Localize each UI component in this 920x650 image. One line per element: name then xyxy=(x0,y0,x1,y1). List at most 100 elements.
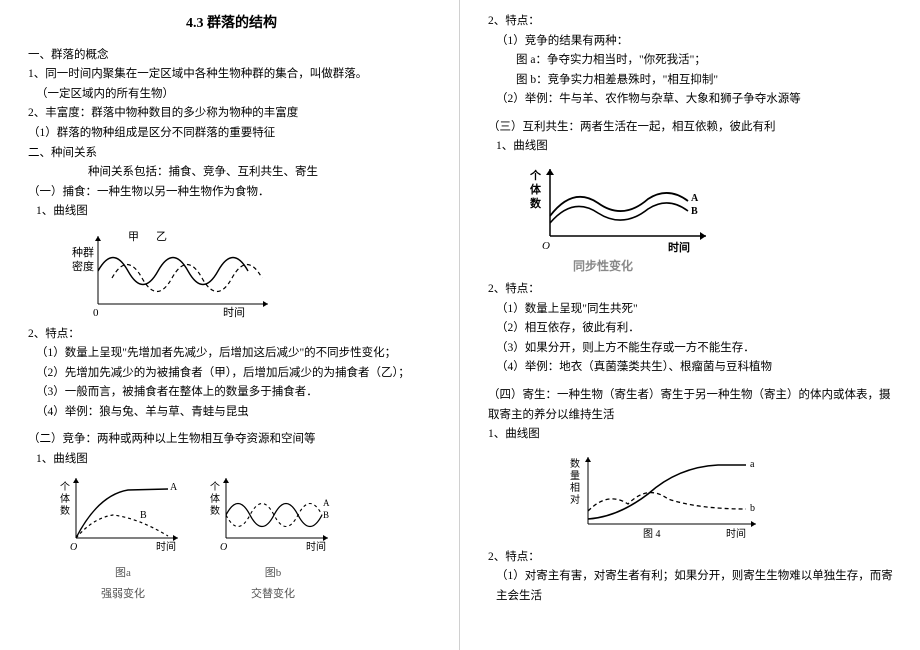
ylabel: 相 xyxy=(570,481,580,494)
text: （2）举例：牛与羊、农作物与杂草、大象和狮子争夺水源等 xyxy=(488,90,896,110)
text: 1、曲线图 xyxy=(488,137,896,157)
text: 2、特点： xyxy=(28,325,435,345)
origin: O xyxy=(70,542,77,553)
text: 2、特点： xyxy=(488,12,896,32)
spacer xyxy=(488,378,896,386)
label-b: B xyxy=(140,510,147,521)
ylabel: 体 xyxy=(210,493,220,505)
page-title: 4.3 群落的结构 xyxy=(28,12,435,36)
label-b: B xyxy=(691,206,698,217)
arrow-icon xyxy=(173,535,178,541)
arrow-icon xyxy=(95,236,101,241)
text: （3）如果分开，则上方不能生存或一方不能生存． xyxy=(488,339,896,359)
arrow-icon xyxy=(751,521,756,527)
ylabel: 密度 xyxy=(72,259,94,273)
xlabel: 时间 xyxy=(156,540,176,553)
spacer xyxy=(488,110,896,118)
chart-competition-group: 个 体 数 O 时间 A B 图a 强弱变化 个 体 xyxy=(58,470,435,604)
left-column: 4.3 群落的结构 一、群落的概念 1、同一时间内聚集在一定区域中各种生物种群的… xyxy=(0,0,460,650)
label-b: b xyxy=(750,503,755,514)
label-a: 甲 xyxy=(128,231,139,243)
label-a: A xyxy=(323,498,330,508)
chart-caption: 图 4 xyxy=(643,528,661,540)
xlabel: 时间 xyxy=(306,540,326,553)
ylabel: 个 xyxy=(60,481,70,493)
right-column: 2、特点： （1）竞争的结果有两种： 图 a：争夺实力相当时，"你死我活"； 图… xyxy=(460,0,920,650)
curve-b xyxy=(550,203,688,223)
cap-sub: 图a xyxy=(58,564,188,583)
curve-a xyxy=(550,193,688,216)
text: （1）数量上呈现"先增加者先减少，后增加这后减少"的不同步性变化； xyxy=(28,344,435,364)
text: （1）对寄主有害，对寄生者有利；如果分开，则寄生生物难以单独生存，而寄主会生活 xyxy=(488,567,896,606)
text: （一）捕食：一种生物以另一种生物作为食物． xyxy=(28,183,435,203)
curve-a xyxy=(98,257,248,284)
ylabel: 对 xyxy=(570,493,580,506)
text: （3）一般而言，被捕食者在整体上的数量多于捕食者． xyxy=(28,383,435,403)
curve-b xyxy=(588,492,746,510)
xlabel: 时间 xyxy=(726,527,746,540)
xlabel: 时间 xyxy=(223,306,245,319)
arrow-icon xyxy=(585,457,591,462)
origin: O xyxy=(220,542,227,553)
curve-a xyxy=(76,489,168,538)
ylabel: 数 xyxy=(210,504,220,517)
label-b: 乙 xyxy=(156,230,167,243)
chart-comp-b-svg: 个 体 数 O 时间 A B xyxy=(208,470,338,555)
arrow-icon xyxy=(700,232,706,240)
chart-parasitism: 数 量 相 对 时间 图 4 a b xyxy=(568,449,896,544)
text: 1、曲线图 xyxy=(28,450,435,470)
section-2-heading: 二、种间关系 xyxy=(28,144,435,164)
chart-predation: 种群 密度 0 时间 甲 乙 xyxy=(68,226,435,321)
text: 1、曲线图 xyxy=(28,202,435,222)
text: （二）竞争：两种或两种以上生物相互争夺资源和空间等 xyxy=(28,430,435,450)
chart-caption: 交替变化 xyxy=(208,585,338,604)
chart-parasitism-svg: 数 量 相 对 时间 图 4 a b xyxy=(568,449,768,544)
curve-a xyxy=(226,503,322,526)
arrow-icon xyxy=(223,478,229,483)
arrow-icon xyxy=(546,169,554,175)
label-a: a xyxy=(750,459,755,470)
arrow-icon xyxy=(323,535,328,541)
ylabel: 量 xyxy=(570,470,580,482)
chart-caption: 强弱变化 xyxy=(58,585,188,604)
ylabel: 个 xyxy=(210,481,220,493)
text: 2、丰富度：群落中物种数目的多少称为物种的丰富度 xyxy=(28,104,435,124)
text: 图 b：竞争实力相差悬殊时，"相互抑制" xyxy=(488,71,896,91)
text: （1）数量上呈现"同生共死" xyxy=(488,300,896,320)
chart-competition-b: 个 体 数 O 时间 A B 图b 交替变化 xyxy=(208,470,338,604)
origin: O xyxy=(542,240,550,252)
label-a: A xyxy=(691,193,699,204)
text: （2）先增加先减少的为被捕食者（甲），后增加后减少的为捕食者（乙）； xyxy=(28,364,435,384)
cap-sub: 图b xyxy=(208,564,338,583)
chart-comp-a-svg: 个 体 数 O 时间 A B xyxy=(58,470,188,555)
ylabel: 数 xyxy=(60,504,70,517)
origin-label: 0 xyxy=(93,307,99,319)
text: 1、曲线图 xyxy=(488,425,896,445)
ylabel: 数 xyxy=(530,196,542,210)
text: （三）互利共生：两者生活在一起，相互依赖，彼此有利 xyxy=(488,118,896,138)
text: （1）竞争的结果有两种： xyxy=(488,32,896,52)
text: 种间关系包括：捕食、竞争、互利共生、寄生 xyxy=(28,163,435,183)
spacer xyxy=(28,422,435,430)
chart-caption: 同步性变化 xyxy=(573,256,896,276)
chart-mutualism-svg: 个 体 数 O 时间 A B xyxy=(528,161,718,256)
arrow-icon xyxy=(263,301,268,307)
text: 2、特点： xyxy=(488,280,896,300)
section-1-heading: 一、群落的概念 xyxy=(28,46,435,66)
curve-a xyxy=(588,465,746,519)
label-a: A xyxy=(170,482,178,493)
text: 2、特点： xyxy=(488,548,896,568)
text: （4）举例：地衣（真菌藻类共生）、根瘤菌与豆科植物 xyxy=(488,358,896,378)
text: 图 a：争夺实力相当时，"你死我活"； xyxy=(488,51,896,71)
chart-competition-a: 个 体 数 O 时间 A B 图a 强弱变化 xyxy=(58,470,188,604)
text: （2）相互依存，彼此有利． xyxy=(488,319,896,339)
ylabel: 体 xyxy=(60,493,70,505)
ylabel: 数 xyxy=(570,457,580,470)
ylabel: 体 xyxy=(530,182,542,196)
xlabel: 时间 xyxy=(668,240,690,254)
arrow-icon xyxy=(73,478,79,483)
label-b: B xyxy=(323,510,329,520)
chart-predation-svg: 种群 密度 0 时间 甲 乙 xyxy=(68,226,278,321)
text: （4）举例：狼与兔、羊与草、青蛙与昆虫 xyxy=(28,403,435,423)
chart-mutualism: 个 体 数 O 时间 A B 同步性变化 xyxy=(528,161,896,276)
